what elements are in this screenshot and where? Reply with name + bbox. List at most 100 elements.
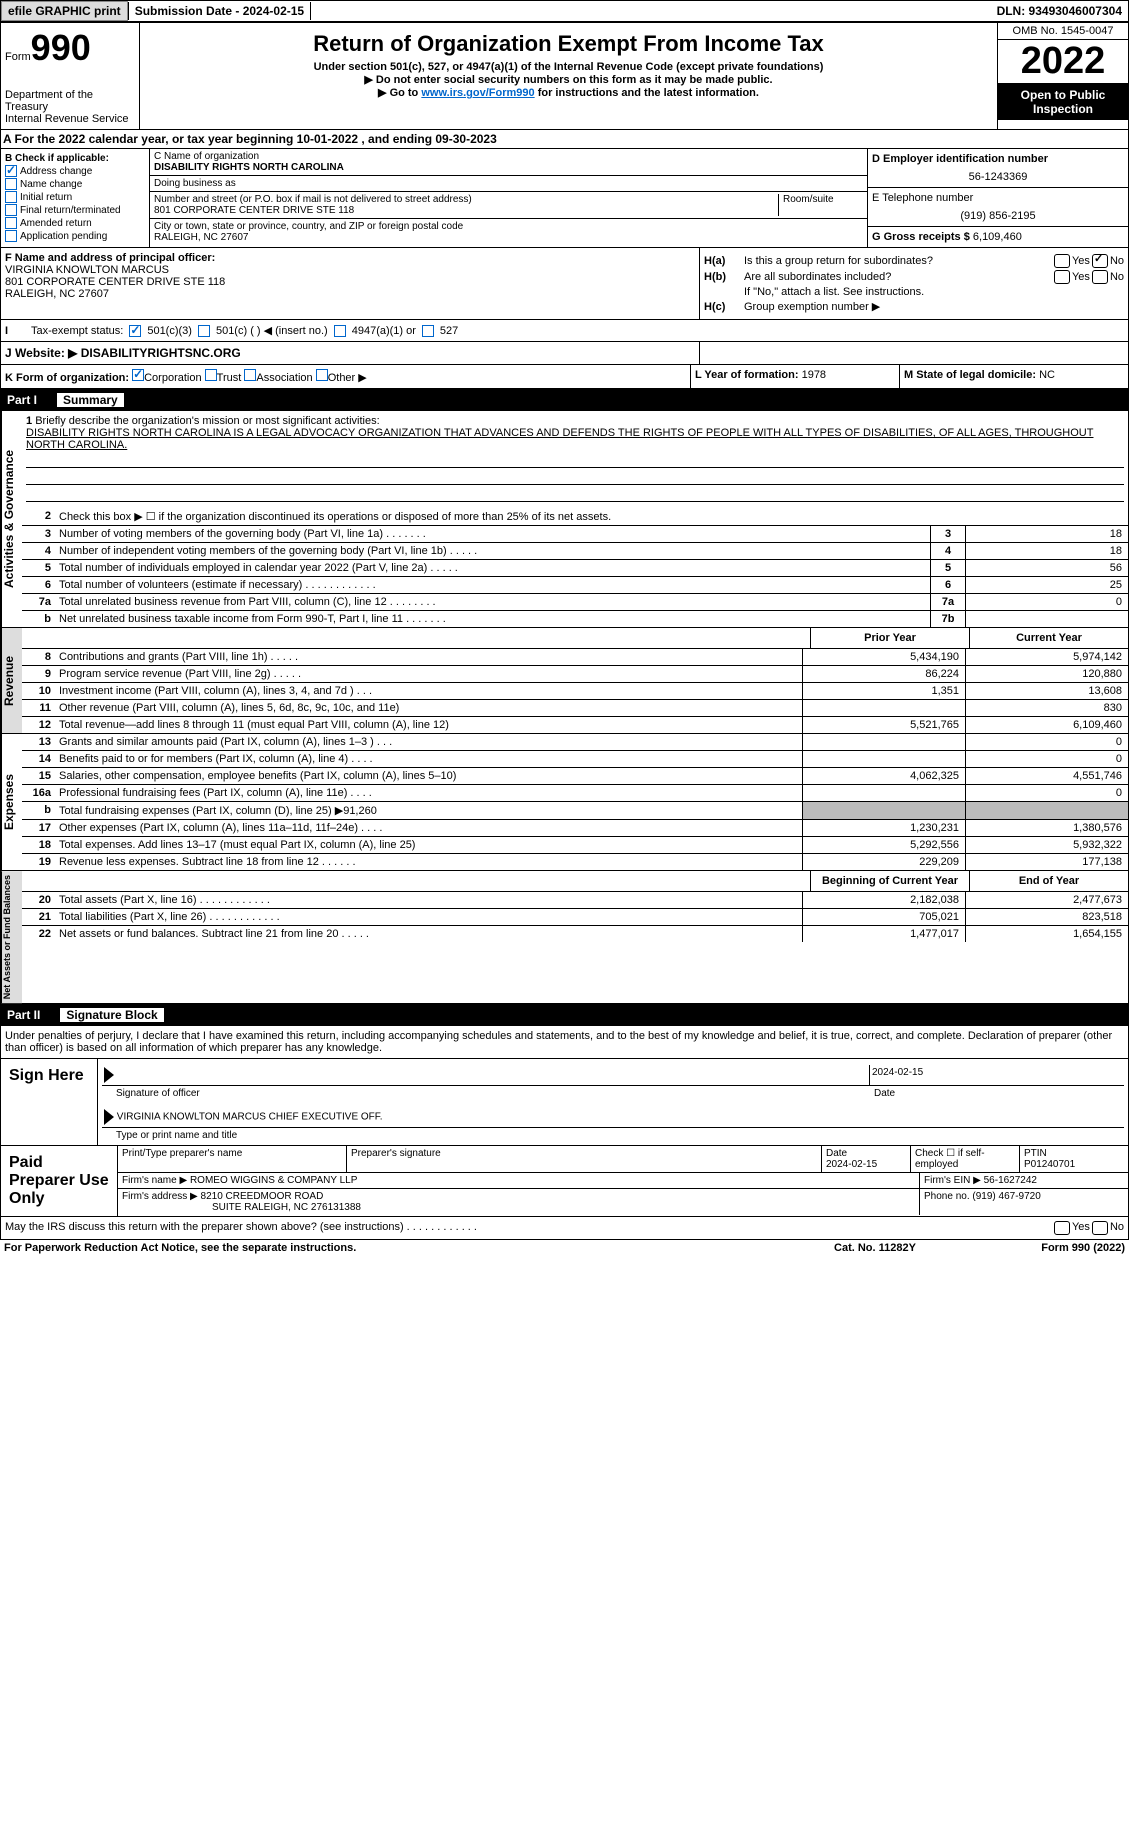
line-num: 7a <box>22 594 55 610</box>
year-formation: 1978 <box>802 369 826 381</box>
check-final[interactable] <box>5 204 17 216</box>
ein-value: 56-1243369 <box>872 171 1124 183</box>
check-initial[interactable] <box>5 191 17 203</box>
check-4947[interactable] <box>334 325 346 337</box>
line-text: Total number of individuals employed in … <box>55 560 930 576</box>
line-val <box>965 611 1128 627</box>
form-number: 990 <box>31 27 91 68</box>
sig-officer-label: Signature of officer <box>102 1088 874 1099</box>
ha-yes[interactable] <box>1054 254 1070 268</box>
discuss-yes[interactable] <box>1054 1221 1070 1235</box>
note-goto-b: for instructions and the latest informat… <box>535 87 759 99</box>
line-num: 19 <box>22 854 55 870</box>
line-val: 18 <box>965 526 1128 542</box>
hb-yes[interactable] <box>1054 270 1070 284</box>
curr-val: 5,974,142 <box>965 649 1128 665</box>
prior-val <box>802 785 965 801</box>
hb-note: If "No," attach a list. See instructions… <box>704 286 1124 298</box>
note-goto-a: ▶ Go to <box>378 87 421 99</box>
curr-val: 830 <box>965 700 1128 716</box>
prep-date-label: Date <box>826 1148 847 1159</box>
check-pending[interactable] <box>5 230 17 242</box>
curr-val: 2,477,673 <box>965 892 1128 908</box>
state-domicile: NC <box>1039 369 1055 381</box>
prior-val: 2,182,038 <box>802 892 965 908</box>
ptin-value: P01240701 <box>1024 1159 1075 1170</box>
hdr-begin: Beginning of Current Year <box>810 871 969 891</box>
curr-val: 0 <box>965 785 1128 801</box>
line-num: 11 <box>22 700 55 716</box>
year-formation-label: L Year of formation: <box>695 369 799 381</box>
line-box: 4 <box>930 543 965 559</box>
addr-value: 801 CORPORATE CENTER DRIVE STE 118 <box>154 205 778 216</box>
prior-val: 705,021 <box>802 909 965 925</box>
line-text: Grants and similar amounts paid (Part IX… <box>55 734 802 750</box>
curr-val: 0 <box>965 734 1128 750</box>
ptin-label: PTIN <box>1024 1148 1047 1159</box>
yes-label: Yes <box>1072 1221 1090 1235</box>
line-text: Total expenses. Add lines 13–17 (must eq… <box>55 837 802 853</box>
efile-button[interactable]: efile GRAPHIC print <box>1 1 128 21</box>
prep-self-emp: Check ☐ if self-employed <box>911 1146 1020 1172</box>
firm-name-label: Firm's name ▶ <box>122 1175 187 1186</box>
curr-val: 6,109,460 <box>965 717 1128 733</box>
check-trust[interactable] <box>205 369 217 381</box>
prior-val: 4,062,325 <box>802 768 965 784</box>
date-label: Date <box>874 1088 1124 1099</box>
curr-val: 5,932,322 <box>965 837 1128 853</box>
line-text: Total assets (Part X, line 16) . . . . .… <box>55 892 802 908</box>
line-text: Other revenue (Part VIII, column (A), li… <box>55 700 802 716</box>
opt-4947: 4947(a)(1) or <box>352 325 416 337</box>
line-num: 5 <box>22 560 55 576</box>
line-num: b <box>22 802 55 819</box>
prior-val <box>802 700 965 716</box>
line-num: 20 <box>22 892 55 908</box>
hb-text: Are all subordinates included? <box>744 271 1052 283</box>
ha-no[interactable] <box>1092 254 1108 268</box>
type-name-label: Type or print name and title <box>102 1130 1124 1141</box>
note-ssn: ▶ Do not enter social security numbers o… <box>144 73 993 86</box>
gross-value: 6,109,460 <box>973 231 1022 243</box>
check-501c3[interactable] <box>129 325 141 337</box>
paid-preparer-label: Paid Preparer Use Only <box>1 1146 118 1216</box>
check-527[interactable] <box>422 325 434 337</box>
discuss-no[interactable] <box>1092 1221 1108 1235</box>
hdr-end: End of Year <box>969 871 1128 891</box>
vtab-netassets: Net Assets or Fund Balances <box>1 871 22 1003</box>
firm-ein-label: Firm's EIN ▶ <box>924 1175 981 1186</box>
prior-val: 5,521,765 <box>802 717 965 733</box>
hdr-current: Current Year <box>969 628 1128 648</box>
check-corp[interactable] <box>132 369 144 381</box>
line-box: 6 <box>930 577 965 593</box>
line-box: 7a <box>930 594 965 610</box>
curr-val: 823,518 <box>965 909 1128 925</box>
prior-val: 229,209 <box>802 854 965 870</box>
check-501c[interactable] <box>198 325 210 337</box>
part2-title: Signature Block <box>60 1008 163 1022</box>
check-other[interactable] <box>316 369 328 381</box>
line-box: 5 <box>930 560 965 576</box>
check-amended[interactable] <box>5 217 17 229</box>
submission-date: Submission Date - 2024-02-15 <box>128 2 311 20</box>
officer-name: VIRGINIA KNOWLTON MARCUS <box>5 264 695 276</box>
tax-year: 2022 <box>998 40 1128 84</box>
line-num: 18 <box>22 837 55 853</box>
row-i-text: Tax-exempt status: <box>31 325 123 337</box>
form-subtitle: Under section 501(c), 527, or 4947(a)(1)… <box>144 61 993 73</box>
pra-notice: For Paperwork Reduction Act Notice, see … <box>4 1242 775 1254</box>
line-text: Net assets or fund balances. Subtract li… <box>55 926 802 942</box>
line-num: 21 <box>22 909 55 925</box>
hb-no[interactable] <box>1092 270 1108 284</box>
check-assoc[interactable] <box>244 369 256 381</box>
check-name-change[interactable] <box>5 178 17 190</box>
tel-value: (919) 856-2195 <box>872 210 1124 222</box>
mission-intro: Briefly describe the organization's miss… <box>35 415 379 427</box>
check-address-change[interactable] <box>5 165 17 177</box>
line-text: Professional fundraising fees (Part IX, … <box>55 785 802 801</box>
line2-num: 2 <box>22 508 55 525</box>
no-label: No <box>1110 1221 1124 1235</box>
line-num: 6 <box>22 577 55 593</box>
irs-link[interactable]: www.irs.gov/Form990 <box>421 87 534 99</box>
prep-date: 2024-02-15 <box>826 1159 877 1170</box>
addr-label: Number and street (or P.O. box if mail i… <box>154 194 778 205</box>
